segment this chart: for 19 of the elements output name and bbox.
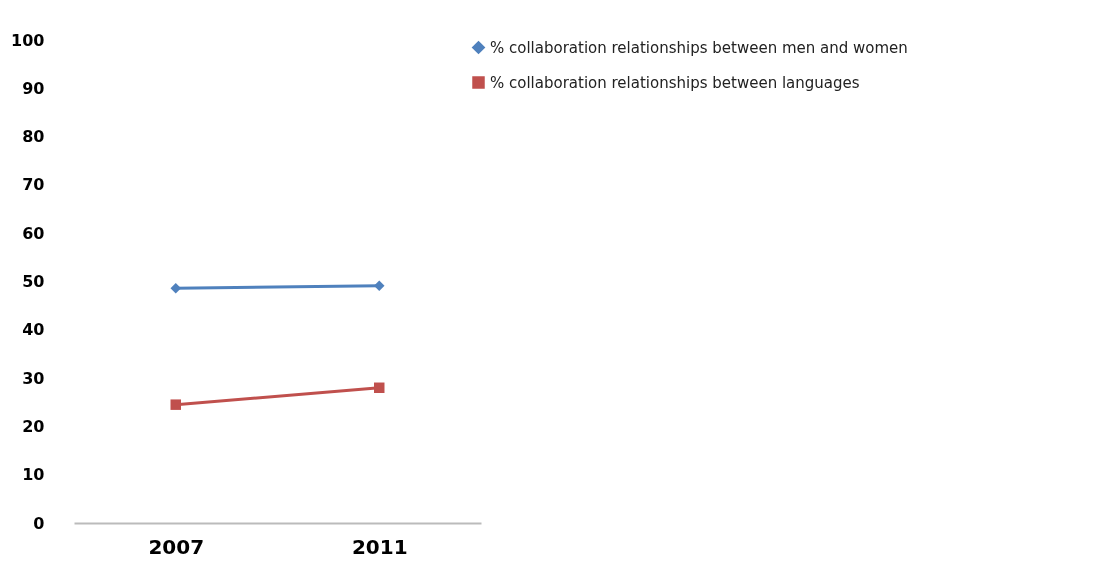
point: [374, 382, 385, 393]
y-tick-label: 30: [22, 368, 45, 388]
point: [374, 280, 385, 292]
legend-label: % collaboration relationships between languages: [490, 73, 860, 92]
y-tick-label: 20: [22, 416, 45, 436]
legend-label: % collaboration relationships between men and women: [490, 38, 908, 57]
point: [170, 283, 181, 294]
y-tick-label: 80: [22, 127, 45, 147]
x-tick-label: 2007: [148, 534, 205, 559]
point: [170, 399, 181, 410]
y-tick-label: 70: [22, 175, 45, 195]
y-tick-label: 40: [22, 320, 45, 340]
y-tick-label: 0: [33, 513, 45, 533]
x-tick-label: 2011: [351, 534, 408, 559]
y-tick-label: 50: [22, 272, 45, 291]
y-tick-label: 10: [22, 465, 45, 485]
y-tick-label: 60: [22, 223, 45, 243]
y-tick-label: 90: [22, 78, 45, 98]
y-tick-label: 100: [11, 30, 45, 50]
